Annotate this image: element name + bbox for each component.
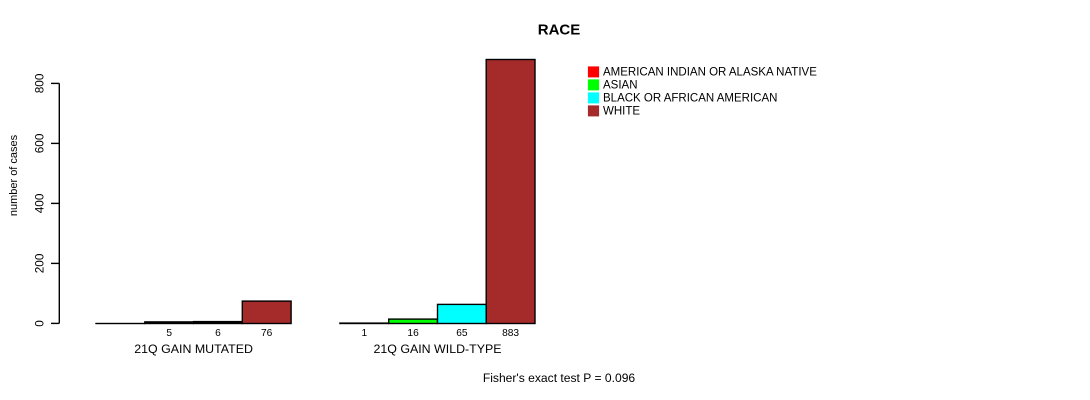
svg-text:200: 200 [33, 253, 47, 273]
svg-text:Fisher's exact test P = 0.096: Fisher's exact test P = 0.096 [483, 371, 636, 385]
svg-text:400: 400 [33, 193, 47, 213]
svg-text:16: 16 [407, 328, 419, 339]
svg-text:AMERICAN INDIAN OR ALASKA NATI: AMERICAN INDIAN OR ALASKA NATIVE [603, 67, 817, 79]
svg-text:WHITE: WHITE [603, 106, 640, 118]
svg-text:RACE: RACE [538, 22, 581, 39]
svg-text:21Q GAIN MUTATED: 21Q GAIN MUTATED [134, 342, 253, 356]
svg-text:1: 1 [361, 328, 367, 339]
svg-text:5: 5 [166, 328, 172, 339]
svg-text:800: 800 [33, 73, 47, 93]
svg-text:883: 883 [502, 328, 519, 339]
svg-text:ASIAN: ASIAN [603, 80, 638, 92]
svg-text:21Q GAIN WILD-TYPE: 21Q GAIN WILD-TYPE [373, 342, 501, 356]
svg-text:BLACK OR AFRICAN AMERICAN: BLACK OR AFRICAN AMERICAN [603, 93, 777, 105]
svg-text:65: 65 [456, 328, 468, 339]
svg-text:600: 600 [33, 133, 47, 153]
svg-text:0: 0 [33, 320, 47, 327]
svg-text:6: 6 [215, 328, 221, 339]
svg-text:number of cases: number of cases [8, 134, 20, 216]
svg-text:76: 76 [261, 328, 273, 339]
